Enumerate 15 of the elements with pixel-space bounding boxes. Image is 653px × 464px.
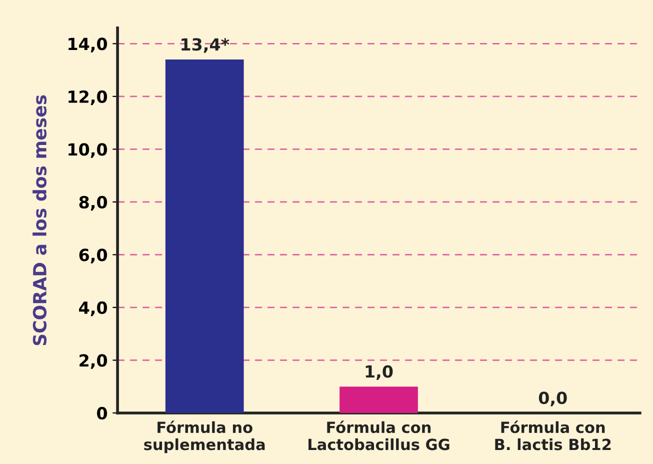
y-tick-label: 4,0	[79, 301, 108, 316]
y-tick-label: 0	[97, 406, 108, 420]
y-tick-label: 6,0	[79, 248, 108, 264]
data-label: 13,4*	[182, 38, 230, 53]
y-tick-label: 8,0	[79, 196, 108, 211]
data-label: 1,0	[366, 365, 393, 380]
y-axis-title: SCORAD a los dos meses	[32, 95, 47, 346]
y-tick-label: 2,0	[80, 354, 108, 369]
y-tick-label: 10,0	[68, 143, 108, 158]
data-label: 0,0	[538, 392, 567, 406]
x-tick-label: Fórmula con B. lactis Bb12	[495, 420, 611, 450]
y-tick-label: 12,0	[68, 90, 108, 106]
x-tick-label: Fórmula no suplementada	[144, 420, 265, 454]
y-tick-label: 14,0	[68, 38, 108, 52]
x-tick-label: Fórmula con Lactobacillus GG	[308, 420, 450, 450]
